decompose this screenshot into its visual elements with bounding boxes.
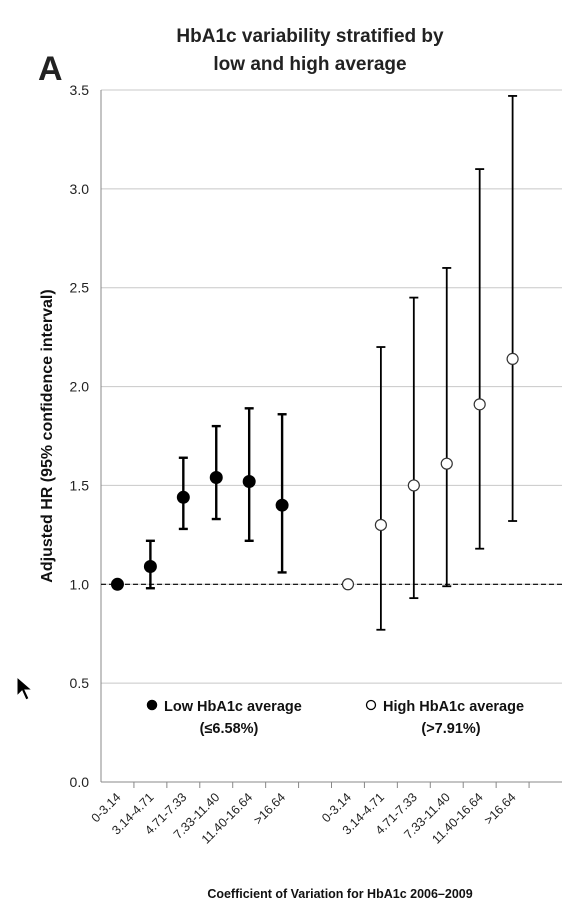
y-tick-label: 1.0	[70, 576, 90, 592]
data-point	[242, 474, 256, 488]
axes	[100, 90, 562, 783]
data-point	[407, 479, 420, 492]
gridlines	[101, 89, 562, 684]
x-axis-label: Coefficient of Variation for HbA1c 2006–…	[207, 887, 472, 901]
y-tick-label: 0.0	[70, 774, 90, 790]
legend-high-label: High HbA1c average	[383, 699, 524, 715]
x-tick-label: >16.64	[482, 790, 519, 827]
y-tick-label: 0.5	[70, 675, 90, 691]
data-point	[506, 352, 519, 365]
data-point	[110, 577, 124, 591]
legend: Low HbA1c average (≤6.58%) High HbA1c av…	[146, 699, 524, 737]
data-point	[275, 498, 289, 512]
data-point	[143, 559, 157, 573]
data-point	[473, 398, 486, 411]
x-tick-labels: 0-3.143.14-4.714.71-7.337.33-11.4011.40-…	[89, 782, 530, 847]
legend-high-sub: (>7.91%)	[421, 721, 480, 737]
data-point	[374, 518, 387, 532]
legend-low-label: Low HbA1c average	[164, 699, 302, 715]
legend-filled-marker	[146, 699, 158, 711]
x-tick-label: >16.64	[251, 790, 288, 827]
chart-title-line-1: HbA1c variability stratified by	[176, 26, 444, 47]
data-point	[176, 490, 190, 504]
y-tick-label: 3.5	[70, 82, 90, 98]
chart-title-line-2: low and high average	[213, 54, 406, 75]
y-tick-label: 2.5	[70, 280, 90, 296]
y-tick-label: 3.0	[70, 181, 90, 197]
data-point	[209, 471, 223, 485]
y-axis-label: Adjusted HR (95% confidence interval)	[39, 289, 56, 582]
mouse-cursor-icon	[16, 676, 34, 701]
y-tick-labels: 0.0 0.5 1.0 1.5 2.0 2.5 3.0 3.5	[70, 82, 90, 790]
y-tick-label: 1.5	[70, 477, 90, 493]
data-point	[341, 578, 355, 591]
panel-letter: A	[38, 50, 63, 88]
data-point	[440, 457, 453, 470]
y-tick-label: 2.0	[70, 379, 90, 395]
legend-low-sub: (≤6.58%)	[200, 721, 259, 737]
data-points	[110, 95, 519, 631]
legend-open-marker	[365, 699, 377, 711]
